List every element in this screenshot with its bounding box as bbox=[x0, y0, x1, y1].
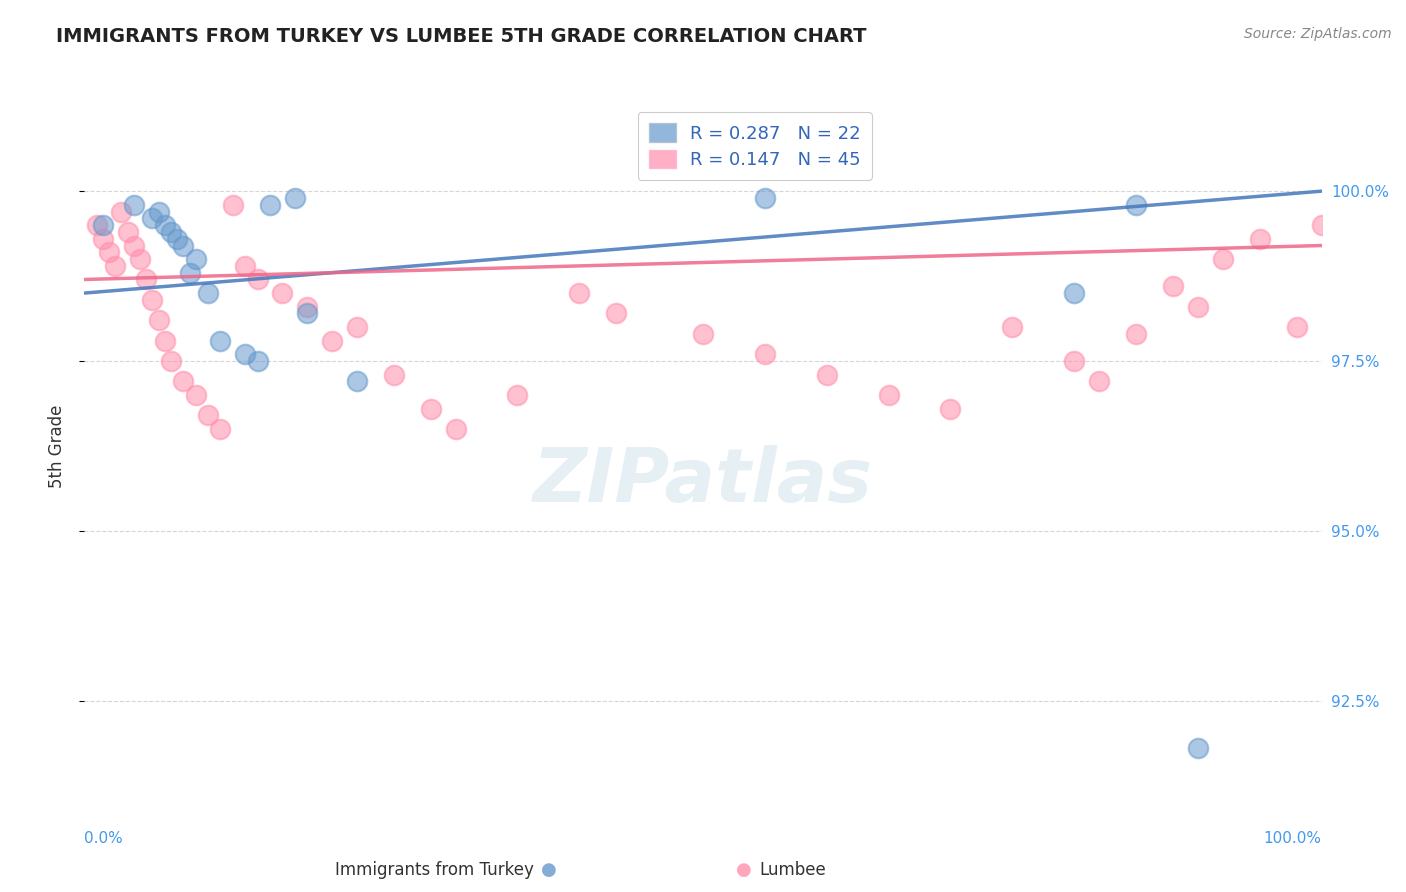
Point bbox=[321, 334, 343, 348]
Point bbox=[1125, 198, 1147, 212]
Point bbox=[148, 204, 170, 219]
Point bbox=[506, 388, 529, 402]
Point bbox=[1187, 741, 1209, 756]
Text: ZIPatlas: ZIPatlas bbox=[533, 445, 873, 518]
Point bbox=[153, 334, 176, 348]
Point bbox=[91, 218, 114, 232]
Y-axis label: 5th Grade: 5th Grade bbox=[48, 404, 66, 488]
Point bbox=[98, 245, 121, 260]
Point bbox=[172, 238, 194, 252]
Legend: R = 0.287   N = 22, R = 0.147   N = 45: R = 0.287 N = 22, R = 0.147 N = 45 bbox=[638, 112, 872, 180]
Point bbox=[135, 272, 157, 286]
Point bbox=[605, 306, 627, 320]
Point bbox=[568, 286, 591, 301]
Point bbox=[184, 252, 207, 266]
Point bbox=[246, 272, 269, 286]
Point bbox=[259, 198, 281, 212]
Point bbox=[160, 225, 183, 239]
Point bbox=[222, 198, 245, 212]
Point bbox=[1212, 252, 1234, 266]
Point bbox=[877, 388, 900, 402]
Point bbox=[295, 306, 318, 320]
Point bbox=[141, 211, 163, 226]
Point bbox=[1187, 300, 1209, 314]
Point bbox=[129, 252, 152, 266]
Point bbox=[1285, 320, 1308, 334]
Point bbox=[1063, 354, 1085, 368]
Point bbox=[110, 204, 132, 219]
Point bbox=[295, 300, 318, 314]
Point bbox=[754, 191, 776, 205]
Text: ●: ● bbox=[737, 861, 752, 879]
Point bbox=[815, 368, 838, 382]
Point bbox=[233, 347, 256, 361]
Point bbox=[346, 320, 368, 334]
Point bbox=[209, 422, 232, 436]
Point bbox=[209, 334, 232, 348]
Point bbox=[1125, 326, 1147, 341]
Point bbox=[939, 401, 962, 416]
Point bbox=[419, 401, 441, 416]
Point bbox=[1161, 279, 1184, 293]
Point bbox=[197, 409, 219, 423]
Point bbox=[444, 422, 467, 436]
Point bbox=[692, 326, 714, 341]
Text: 100.0%: 100.0% bbox=[1264, 831, 1322, 847]
Point bbox=[160, 354, 183, 368]
Text: Source: ZipAtlas.com: Source: ZipAtlas.com bbox=[1244, 27, 1392, 41]
Point bbox=[754, 347, 776, 361]
Point bbox=[104, 259, 127, 273]
Text: 0.0%: 0.0% bbox=[84, 831, 124, 847]
Point bbox=[166, 232, 188, 246]
Text: ●: ● bbox=[541, 861, 557, 879]
Text: IMMIGRANTS FROM TURKEY VS LUMBEE 5TH GRADE CORRELATION CHART: IMMIGRANTS FROM TURKEY VS LUMBEE 5TH GRA… bbox=[56, 27, 866, 45]
Point bbox=[1088, 375, 1111, 389]
Point bbox=[141, 293, 163, 307]
Point bbox=[271, 286, 294, 301]
Point bbox=[1063, 286, 1085, 301]
Point bbox=[184, 388, 207, 402]
Point bbox=[86, 218, 108, 232]
Point bbox=[197, 286, 219, 301]
Point bbox=[122, 238, 145, 252]
Point bbox=[122, 198, 145, 212]
Point bbox=[382, 368, 405, 382]
Point bbox=[246, 354, 269, 368]
Point bbox=[346, 375, 368, 389]
Point bbox=[91, 232, 114, 246]
Point bbox=[1001, 320, 1024, 334]
Point bbox=[1310, 218, 1333, 232]
Point bbox=[284, 191, 307, 205]
Text: Lumbee: Lumbee bbox=[759, 861, 825, 879]
Text: Immigrants from Turkey: Immigrants from Turkey bbox=[336, 861, 534, 879]
Point bbox=[1249, 232, 1271, 246]
Point bbox=[233, 259, 256, 273]
Point bbox=[179, 266, 201, 280]
Point bbox=[148, 313, 170, 327]
Point bbox=[172, 375, 194, 389]
Point bbox=[153, 218, 176, 232]
Point bbox=[117, 225, 139, 239]
